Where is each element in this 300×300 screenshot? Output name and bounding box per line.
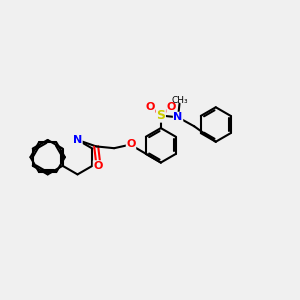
Text: N: N bbox=[73, 135, 82, 145]
Text: S: S bbox=[156, 109, 165, 122]
Text: O: O bbox=[146, 102, 155, 112]
Text: N: N bbox=[173, 112, 183, 122]
Text: O: O bbox=[126, 139, 136, 149]
Text: O: O bbox=[93, 161, 103, 171]
Text: O: O bbox=[167, 102, 176, 112]
Text: CH₃: CH₃ bbox=[171, 96, 188, 105]
